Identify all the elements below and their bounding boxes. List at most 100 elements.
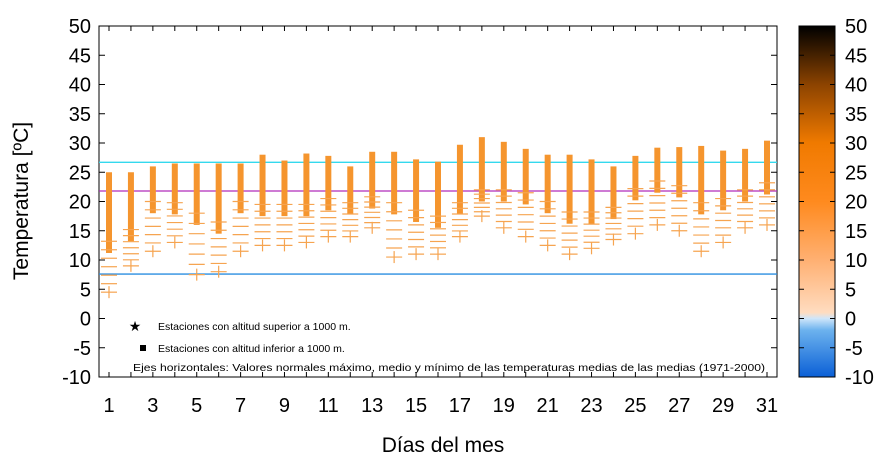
bar-day-30 (742, 148, 749, 202)
cross-marker (605, 233, 622, 246)
y-tick-label: -5 (73, 338, 91, 360)
x-tick-label: 15 (405, 395, 427, 417)
y-tick-label: 25 (69, 162, 91, 184)
bar-day-29 (720, 150, 727, 211)
x-tick-label: 21 (537, 395, 559, 417)
x-tick-label: 17 (449, 395, 471, 417)
bar-day-23 (588, 159, 595, 224)
bar-day-28 (698, 145, 705, 215)
bar-day-25 (632, 155, 639, 201)
y-tick-label: 5 (80, 279, 91, 301)
bar-day-15 (413, 159, 420, 222)
cross-marker (342, 230, 359, 243)
cross-marker (539, 239, 556, 252)
bar-day-22 (566, 154, 573, 224)
x-tick-label: 9 (279, 395, 290, 417)
y-tick-label: 10 (69, 250, 91, 272)
bar-day-6 (215, 163, 222, 234)
bar-day-12 (347, 166, 354, 215)
cross-marker (715, 236, 732, 249)
cross-marker (627, 227, 644, 240)
bar-day-2 (127, 172, 134, 242)
cross-marker (693, 245, 710, 258)
cross-marker (254, 239, 271, 252)
cross-marker (210, 265, 227, 278)
bar-day-21 (544, 154, 551, 214)
y-tick-label: 30 (69, 133, 91, 155)
cross-marker (517, 230, 534, 243)
y-tick-label: -10 (62, 367, 91, 389)
cross-marker (561, 248, 578, 261)
cross-marker (122, 259, 139, 272)
star-marker-icon: ★ (129, 319, 142, 335)
cross-marker (408, 248, 425, 261)
colorbar-tick-label: -10 (845, 367, 874, 389)
x-tick-label: 25 (624, 395, 646, 417)
y-axis-ticks: -10 -5 0 5 10 15 20 25 30 35 40 45 50 (62, 16, 777, 389)
colorbar-tick-label: 10 (845, 250, 867, 272)
bar-day-5 (193, 163, 200, 225)
legend-above-1000: Estaciones con altitud superior a 1000 m… (158, 321, 351, 333)
x-tick-label: 5 (191, 395, 202, 417)
bar-day-16 (435, 161, 441, 228)
cross-marker (386, 251, 403, 264)
data-bars (106, 137, 770, 253)
x-tick-label: 11 (318, 395, 339, 417)
cross-marker (101, 286, 117, 299)
cross-marker (430, 248, 446, 261)
colorbar-ticks: -10 -5 0 5 10 15 20 25 30 35 40 45 50 (799, 16, 874, 389)
bar-day-1 (106, 172, 112, 253)
bar-day-19 (500, 141, 507, 202)
y-tick-label: 50 (69, 16, 91, 38)
cross-marker (451, 230, 468, 243)
bar-day-31 (764, 140, 770, 195)
bar-day-20 (522, 148, 529, 205)
bar-day-4 (171, 163, 178, 215)
bar-day-26 (654, 147, 661, 193)
cross-marker (364, 221, 381, 234)
x-tick-label: 23 (580, 395, 602, 417)
y-tick-label: 35 (69, 104, 91, 126)
cross-marker (166, 236, 183, 249)
bar-day-14 (391, 151, 398, 215)
colorbar-tick-label: 45 (845, 45, 867, 67)
cross-marker (649, 218, 666, 231)
bar-day-9 (281, 160, 288, 217)
cross-marker (495, 221, 512, 234)
colorbar-tick-label: 40 (845, 75, 867, 97)
colorbar-tick-label: 50 (845, 16, 867, 38)
data-crosses (101, 180, 775, 299)
x-tick-label: 7 (235, 395, 246, 417)
bar-day-7 (237, 163, 244, 214)
colorbar-tick-label: 30 (845, 133, 867, 155)
colorbar-tick-label: 25 (845, 162, 867, 184)
y-tick-label: 15 (69, 221, 91, 243)
x-tick-label: 27 (668, 395, 690, 417)
legend: ★ Estaciones con altitud superior a 1000… (129, 319, 765, 374)
x-axis-ticks: 1 3 5 7 9 11 13 15 17 19 21 23 25 27 29 31 (103, 26, 778, 417)
x-tick-label: 19 (493, 395, 515, 417)
cross-marker (188, 268, 205, 281)
x-tick-label: 3 (147, 395, 158, 417)
colorbar-tick-label: 35 (845, 104, 867, 126)
y-axis-title: Temperatura [ºC] (10, 122, 33, 280)
cross-marker (298, 236, 315, 249)
cross-marker (276, 239, 293, 252)
cross-marker (583, 242, 600, 255)
cross-marker (737, 221, 754, 234)
bar-day-10 (303, 153, 310, 217)
y-tick-label: 0 (80, 309, 91, 331)
colorbar (798, 25, 836, 378)
square-marker-icon (140, 345, 146, 351)
cross-marker (671, 224, 688, 237)
cross-marker (144, 245, 161, 258)
cross-marker (320, 230, 337, 243)
legend-below-1000: Estaciones con altitud inferior a 1000 m… (158, 343, 345, 355)
cross-marker (232, 245, 249, 258)
bar-day-17 (456, 144, 463, 215)
x-tick-label: 31 (756, 395, 778, 417)
colorbar-tick-label: 0 (845, 309, 856, 331)
bar-day-27 (676, 147, 683, 198)
bar-day-11 (325, 155, 332, 211)
bar-day-3 (149, 166, 156, 214)
